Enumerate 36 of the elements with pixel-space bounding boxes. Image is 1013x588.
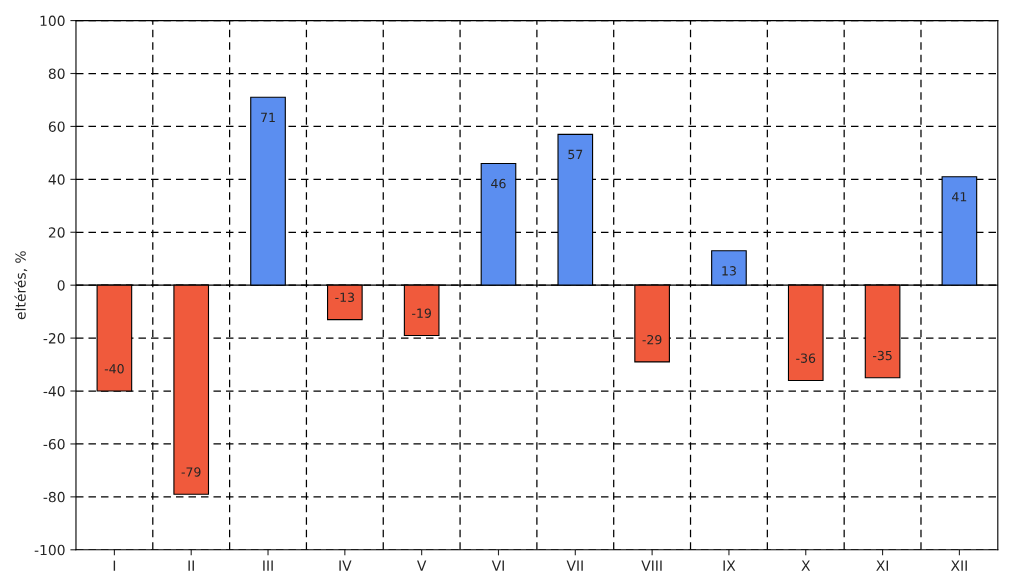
y-tick-label: -60 bbox=[43, 438, 65, 450]
y-axis-title: eltérés, % bbox=[14, 251, 28, 320]
x-tick-label: XI bbox=[876, 560, 889, 571]
y-tick-label: 60 bbox=[48, 121, 65, 132]
x-tick-label: IV bbox=[339, 560, 352, 571]
x-tick-label: V bbox=[417, 560, 427, 571]
data-label: -79 bbox=[181, 467, 201, 477]
data-label: 46 bbox=[491, 178, 506, 189]
y-tick-label: 0 bbox=[57, 280, 65, 291]
data-label: -40 bbox=[104, 364, 124, 374]
x-tick-label: VII bbox=[566, 560, 583, 571]
x-tick-label: VIII bbox=[641, 560, 662, 571]
data-label: -29 bbox=[642, 334, 662, 345]
y-tick-label: 100 bbox=[40, 15, 65, 27]
x-tick-label: II bbox=[188, 560, 194, 571]
x-tick-label: X bbox=[801, 560, 811, 571]
data-label: 41 bbox=[952, 192, 967, 202]
data-label: -19 bbox=[412, 308, 431, 318]
data-label: -36 bbox=[796, 353, 816, 363]
x-tick-label: IX bbox=[723, 560, 736, 571]
y-tick-label: 40 bbox=[48, 174, 65, 185]
data-label: 13 bbox=[722, 266, 736, 276]
data-label: -35 bbox=[872, 350, 892, 361]
x-tick-label: VI bbox=[491, 560, 504, 571]
data-label: 71 bbox=[261, 112, 275, 122]
x-tick-label: III bbox=[263, 560, 273, 571]
y-tick-label: -40 bbox=[43, 385, 65, 397]
y-tick-label: 20 bbox=[48, 227, 65, 238]
y-tick-label: -100 bbox=[34, 544, 65, 556]
y-tick-label: -80 bbox=[43, 491, 65, 503]
x-tick-label: I bbox=[113, 560, 116, 571]
x-tick-label: XII bbox=[950, 560, 967, 571]
y-tick-label: 80 bbox=[48, 68, 65, 79]
data-label: -13 bbox=[335, 292, 355, 303]
data-label: 57 bbox=[568, 149, 583, 160]
y-tick-label: -20 bbox=[43, 333, 65, 344]
